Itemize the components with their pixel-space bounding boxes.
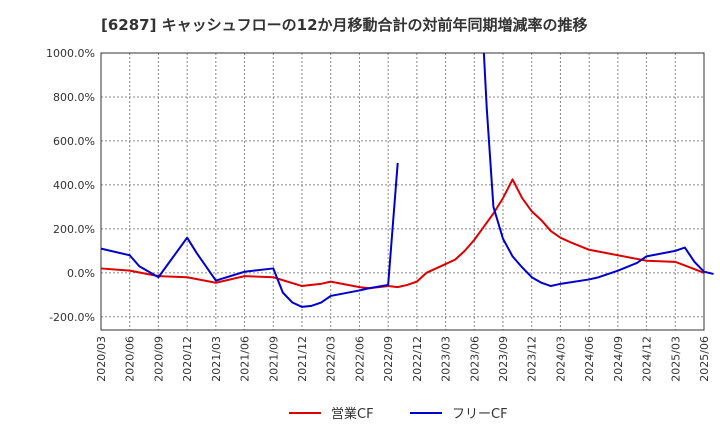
x-tick-label: 2024/09 (612, 336, 625, 382)
plot-frame (100, 52, 705, 331)
x-tick-label: 2020/06 (124, 336, 137, 382)
grid-lines (100, 52, 705, 330)
x-tick-label: 2024/03 (554, 336, 567, 382)
y-tick-label: -200.0% (49, 311, 95, 324)
x-tick-label: 2023/03 (440, 336, 453, 382)
x-tick-label: 2023/12 (526, 336, 539, 382)
x-tick-label: 2025/03 (669, 336, 682, 382)
x-tick-label: 2022/12 (411, 336, 424, 382)
x-tick-label: 2022/06 (353, 336, 366, 382)
y-axis-ticks: 1000.0% 800.0% 600.0% 400.0% 200.0% 0.0% -200.… (46, 47, 95, 324)
x-tick-label: 2025/06 (698, 336, 711, 382)
y-tick-label: 800.0% (53, 91, 95, 104)
y-tick-label: 1000.0% (46, 47, 95, 60)
legend-label-free-cf: フリーCF (452, 407, 508, 422)
y-tick-label: 600.0% (53, 135, 95, 148)
y-tick-label: 200.0% (53, 223, 95, 236)
x-tick-label: 2021/06 (239, 336, 252, 382)
legend-label-operating-cf: 営業CF (331, 406, 374, 422)
x-tick-label: 2021/09 (267, 336, 280, 382)
x-tick-label: 2024/06 (583, 336, 596, 382)
x-tick-label: 2023/09 (497, 336, 510, 382)
y-tick-label: 0.0% (67, 267, 95, 280)
x-tick-label: 2021/03 (210, 336, 223, 382)
x-tick-label: 2021/12 (296, 336, 309, 382)
x-axis-ticks: 2020/03 2020/06 2020/09 2020/12 2021/03 2021/… (95, 336, 711, 382)
x-tick-label: 2022/03 (325, 336, 338, 382)
x-tick-label: 2022/09 (382, 336, 395, 382)
series-line-free-cf (100, 52, 714, 308)
legend: 営業CF フリーCF (289, 406, 508, 422)
y-tick-label: 400.0% (53, 179, 95, 192)
series-lines (100, 52, 714, 308)
x-tick-label: 2020/03 (95, 336, 108, 382)
x-tick-label: 2023/06 (468, 336, 481, 382)
chart-title: [6287] キャッシュフローの12か月移動合計の対前年同期増減率の推移 (101, 16, 588, 34)
x-tick-label: 2024/12 (641, 336, 654, 382)
x-tick-label: 2020/09 (152, 336, 165, 382)
x-tick-label: 2020/12 (181, 336, 194, 382)
